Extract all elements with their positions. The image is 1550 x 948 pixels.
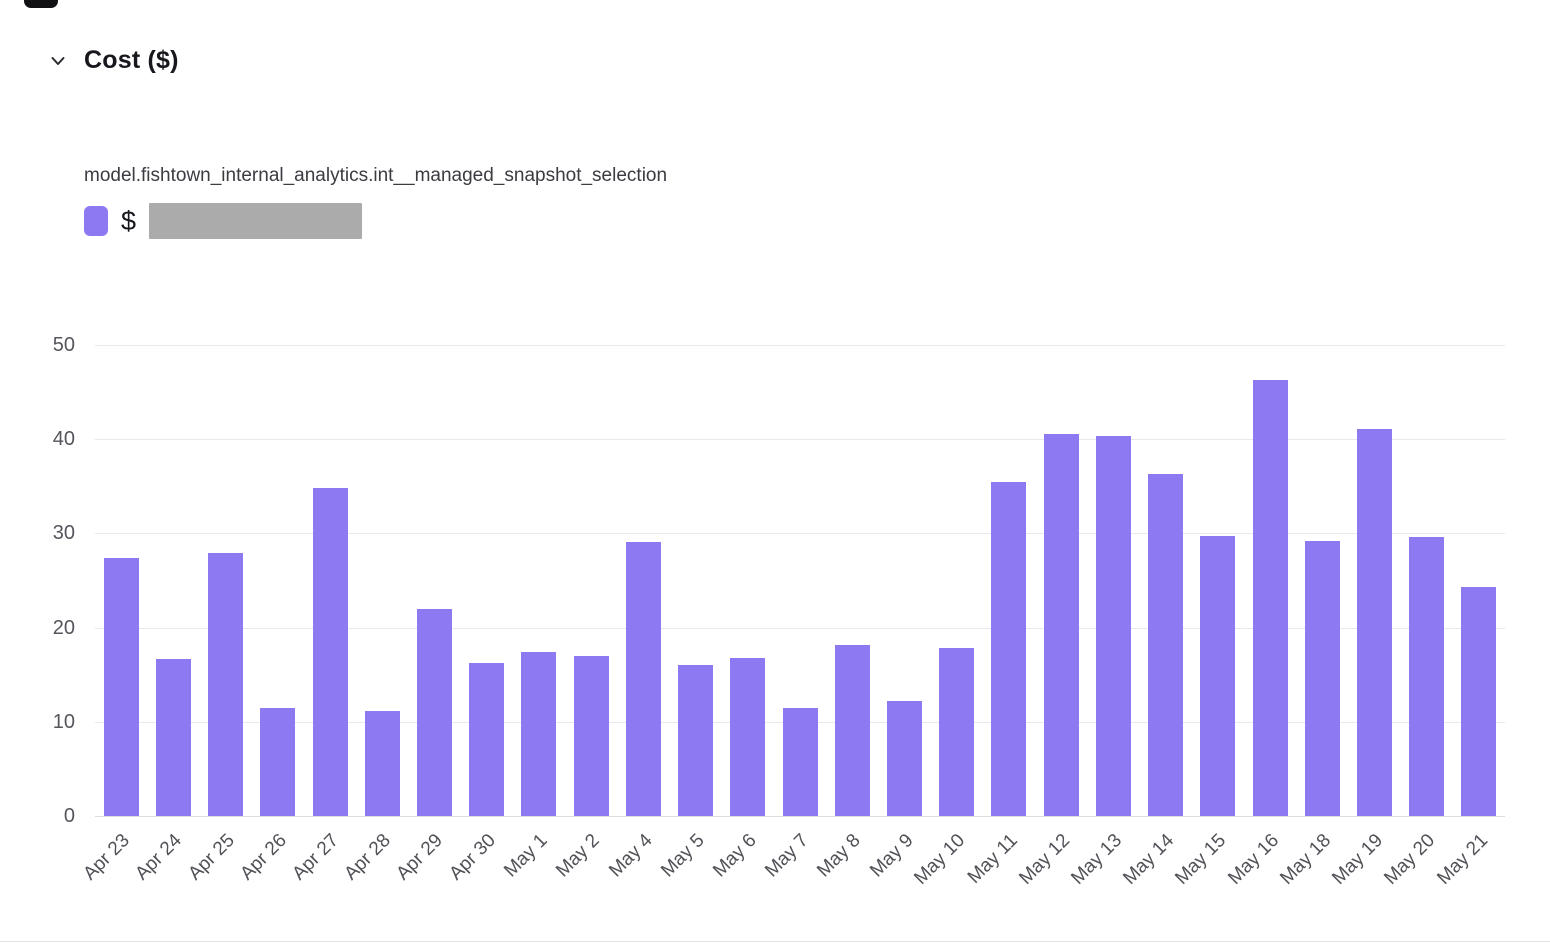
bar-may-7[interactable] xyxy=(782,707,818,816)
gridline xyxy=(95,533,1505,535)
bar-apr-23[interactable] xyxy=(103,557,139,816)
gridline xyxy=(95,627,1505,629)
gridline xyxy=(95,439,1505,441)
bar-may-10[interactable] xyxy=(939,648,975,816)
bar-may-9[interactable] xyxy=(886,701,922,816)
y-axis-tick-label: 40 xyxy=(52,428,75,451)
bar-may-15[interactable] xyxy=(1200,536,1236,816)
bar-may-20[interactable] xyxy=(1409,537,1445,816)
bar-may-1[interactable] xyxy=(521,652,557,816)
truncated-ui-artifact xyxy=(24,0,58,8)
gridline xyxy=(95,345,1505,346)
bar-may-14[interactable] xyxy=(1148,474,1184,816)
bar-may-8[interactable] xyxy=(834,645,870,816)
bar-may-2[interactable] xyxy=(573,655,609,816)
y-axis-tick-label: 10 xyxy=(52,710,75,733)
bar-apr-30[interactable] xyxy=(469,663,505,816)
legend-color-swatch xyxy=(84,206,108,236)
chart-legend: model.fishtown_internal_analytics.int__m… xyxy=(84,165,667,239)
bar-may-11[interactable] xyxy=(991,481,1027,816)
bar-apr-25[interactable] xyxy=(208,553,244,816)
bar-may-6[interactable] xyxy=(730,657,766,816)
chevron-down-icon[interactable] xyxy=(48,51,68,71)
bar-apr-27[interactable] xyxy=(312,488,348,816)
bar-apr-28[interactable] xyxy=(364,711,400,816)
y-axis-tick-label: 30 xyxy=(52,522,75,545)
bar-may-16[interactable] xyxy=(1252,379,1288,816)
bar-may-18[interactable] xyxy=(1304,540,1340,816)
bar-apr-26[interactable] xyxy=(260,707,296,816)
bar-apr-29[interactable] xyxy=(416,608,452,816)
bar-apr-24[interactable] xyxy=(155,658,191,816)
section-header: Cost ($) xyxy=(48,46,179,75)
legend-currency-prefix: $ xyxy=(121,205,137,236)
bar-may-4[interactable] xyxy=(625,541,661,816)
legend-series-name: model.fishtown_internal_analytics.int__m… xyxy=(84,165,668,186)
bar-may-21[interactable] xyxy=(1461,587,1497,816)
page-title: Cost ($) xyxy=(84,46,179,74)
y-axis-tick-label: 20 xyxy=(52,616,75,639)
y-axis-tick-label: 50 xyxy=(52,334,75,356)
cost-bar-chart: 0 10 20 30 40 50 Apr 23 Apr 24 Apr 25 Apr 26 Apr 2… xyxy=(0,330,1550,930)
bar-may-5[interactable] xyxy=(678,665,714,816)
legend-value-row: $ xyxy=(84,203,667,239)
bar-may-13[interactable] xyxy=(1095,436,1131,816)
bar-may-12[interactable] xyxy=(1043,434,1079,816)
x-axis-line xyxy=(95,816,1505,817)
legend-value-redacted xyxy=(149,203,363,239)
y-axis-tick-label: 0 xyxy=(63,805,75,827)
bar-may-19[interactable] xyxy=(1356,428,1392,816)
bottom-divider xyxy=(0,941,1550,942)
